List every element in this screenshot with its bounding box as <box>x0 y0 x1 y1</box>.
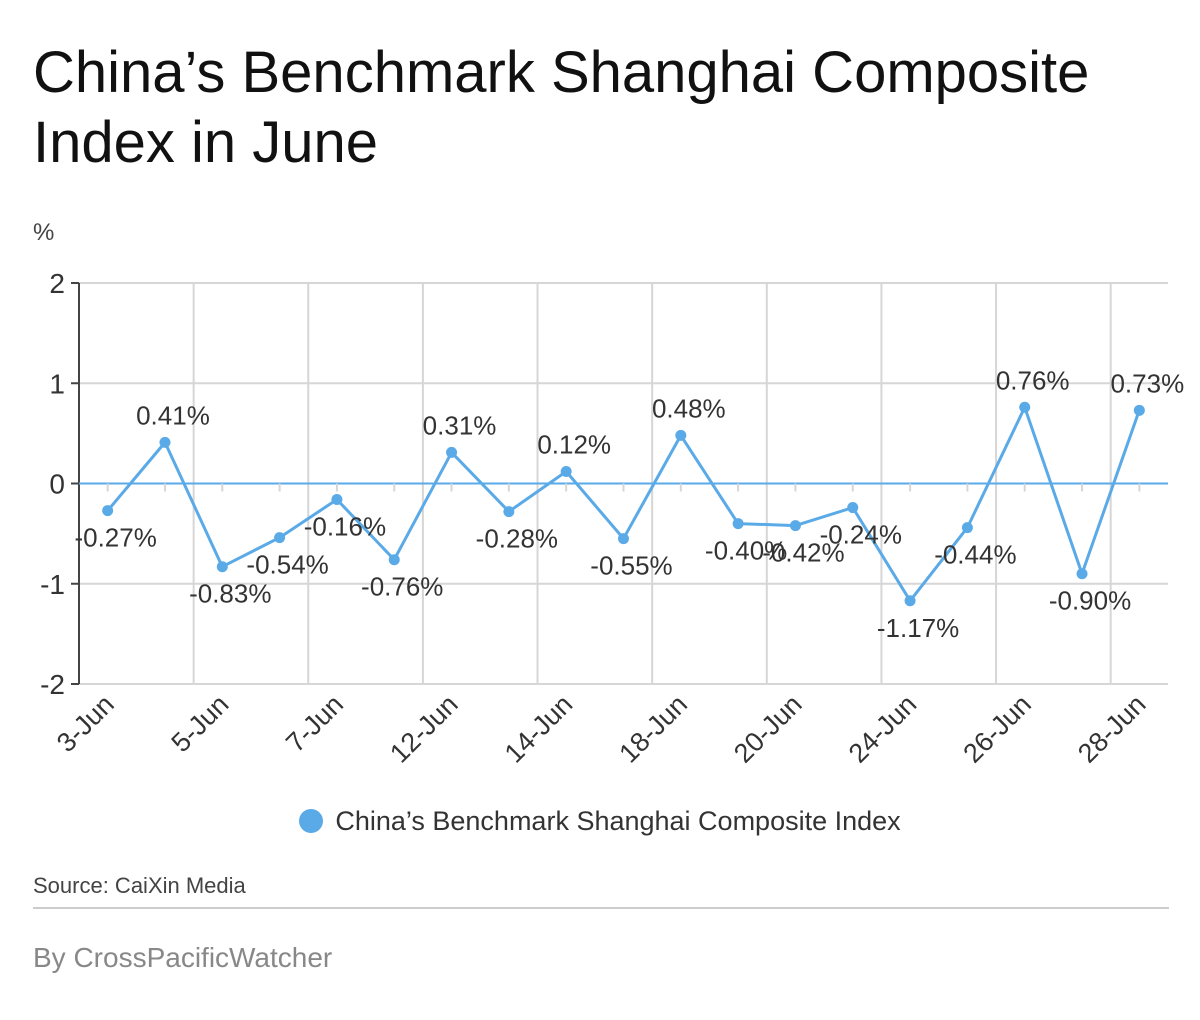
source-note: Source: CaiXin Media <box>33 873 246 898</box>
data-label: -0.54% <box>246 550 328 580</box>
x-tick-label: 7-Jun <box>280 689 349 758</box>
legend-marker <box>299 809 324 833</box>
data-point <box>216 561 228 573</box>
y-axis-label: % <box>33 219 54 246</box>
legend: China’s Benchmark Shanghai Composite Ind… <box>0 806 1200 837</box>
data-point <box>102 505 114 517</box>
legend-label: China’s Benchmark Shanghai Composite Ind… <box>335 806 901 836</box>
x-tick-label: 18-Jun <box>613 689 693 769</box>
x-tick-label: 28-Jun <box>1072 689 1152 769</box>
data-label: 0.41% <box>136 400 210 430</box>
data-label: -0.27% <box>74 523 156 553</box>
data-label: 0.76% <box>996 365 1070 395</box>
data-label: -0.76% <box>361 572 443 602</box>
data-point <box>331 494 343 506</box>
data-point <box>1076 568 1088 580</box>
x-tick-label: 24-Jun <box>843 689 923 769</box>
data-point <box>1019 401 1031 413</box>
data-label: 0.48% <box>652 393 726 423</box>
data-point <box>789 520 801 532</box>
data-point <box>388 554 400 566</box>
data-point <box>675 429 687 441</box>
y-tick-label: -1 <box>40 569 65 600</box>
data-point <box>961 522 973 534</box>
data-label: -0.44% <box>934 540 1016 570</box>
data-point <box>503 506 515 518</box>
x-tick-label: 26-Jun <box>957 689 1037 769</box>
data-point <box>159 436 171 448</box>
data-point <box>904 595 916 607</box>
data-label: -0.42% <box>762 538 844 568</box>
chart-title: China’s Benchmark Shanghai Composite Ind… <box>33 40 1090 175</box>
x-tick-label: 20-Jun <box>728 689 808 769</box>
data-point <box>1133 404 1145 416</box>
y-tick-label: 0 <box>49 469 65 500</box>
y-tick-label: 1 <box>49 368 65 399</box>
data-label: 0.12% <box>537 429 611 459</box>
axes <box>71 282 1168 685</box>
byline: By CrossPacificWatcher <box>33 942 333 973</box>
data-point <box>446 446 458 458</box>
data-label: -0.28% <box>476 524 558 554</box>
y-tick-label: -2 <box>40 669 65 700</box>
data-label: 0.31% <box>423 410 497 440</box>
line-chart: 210-1-23-Jun 5-Jun 7-Jun 12-Jun 14-Jun 18-Jun… <box>33 219 1184 769</box>
y-tick-label: 2 <box>49 268 65 299</box>
data-labels: -0.27% 0.41% -0.83%-0.54% -0.16% -0.76% 0.31%… <box>74 365 1184 642</box>
data-label: -0.40% <box>705 536 787 566</box>
data-point <box>732 518 744 530</box>
data-label: -0.55% <box>590 551 672 581</box>
divider <box>33 907 1169 909</box>
x-tick-label: 12-Jun <box>384 689 464 769</box>
data-label: -0.83% <box>189 579 271 609</box>
data-point <box>618 533 629 545</box>
x-tick-label: 5-Jun <box>166 689 235 758</box>
x-tick-label: 14-Jun <box>499 689 579 769</box>
data-point <box>560 465 572 477</box>
data-label: -0.24% <box>820 520 902 550</box>
data-label: -1.17% <box>877 613 959 643</box>
tick-labels: 210-1-23-Jun 5-Jun 7-Jun 12-Jun 14-Jun 18-Jun… <box>40 268 1151 769</box>
data-label: -0.16% <box>304 512 386 542</box>
data-point <box>274 532 286 544</box>
data-label: 0.73% <box>1110 368 1184 398</box>
data-label: -0.90% <box>1049 586 1131 616</box>
data-series <box>102 401 1145 607</box>
data-point <box>847 502 859 514</box>
